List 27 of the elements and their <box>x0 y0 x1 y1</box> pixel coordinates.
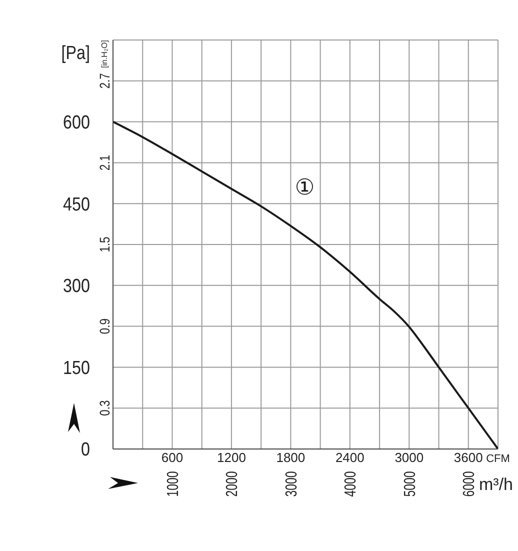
x2-tick-label: 5000 <box>400 470 418 497</box>
y-tick-label: 600 <box>63 111 90 133</box>
x-axis-title: CFM <box>486 453 510 465</box>
y2-tick-label: 2.7 <box>97 73 113 89</box>
y-tick-label: 450 <box>63 193 90 215</box>
y-tick-label: 150 <box>63 356 90 378</box>
x2-axis-title: m³/h <box>479 475 513 494</box>
x-tick-label: 1800 <box>276 450 306 465</box>
y2-tick-label: 1.5 <box>97 236 113 252</box>
series-label: ① <box>294 175 315 200</box>
x-tick-label: 2400 <box>335 450 364 465</box>
y2-tick-label: 0.3 <box>97 400 113 416</box>
y-tick-label: 300 <box>63 274 90 296</box>
x-tick-label: 1200 <box>217 450 246 465</box>
y2-axis-title: [in.H₂O] <box>100 40 108 68</box>
x2-tick-label: 2000 <box>222 470 241 497</box>
x2-tick-label: 4000 <box>340 470 360 497</box>
x2-tick-label: 6000 <box>459 470 478 497</box>
x-tick-label: 600 <box>161 450 184 465</box>
x2-tick-label: 3000 <box>282 470 300 497</box>
y-tick-label: 0 <box>81 438 90 460</box>
y2-tick-label: 0.9 <box>97 318 113 334</box>
x2-tick-label: 1000 <box>163 470 182 497</box>
y-axis-title: [Pa] <box>61 42 90 64</box>
x-tick-label: 3000 <box>394 450 424 465</box>
x-tick-label: 3600 <box>454 450 483 465</box>
y2-tick-label: 2.1 <box>97 154 113 170</box>
